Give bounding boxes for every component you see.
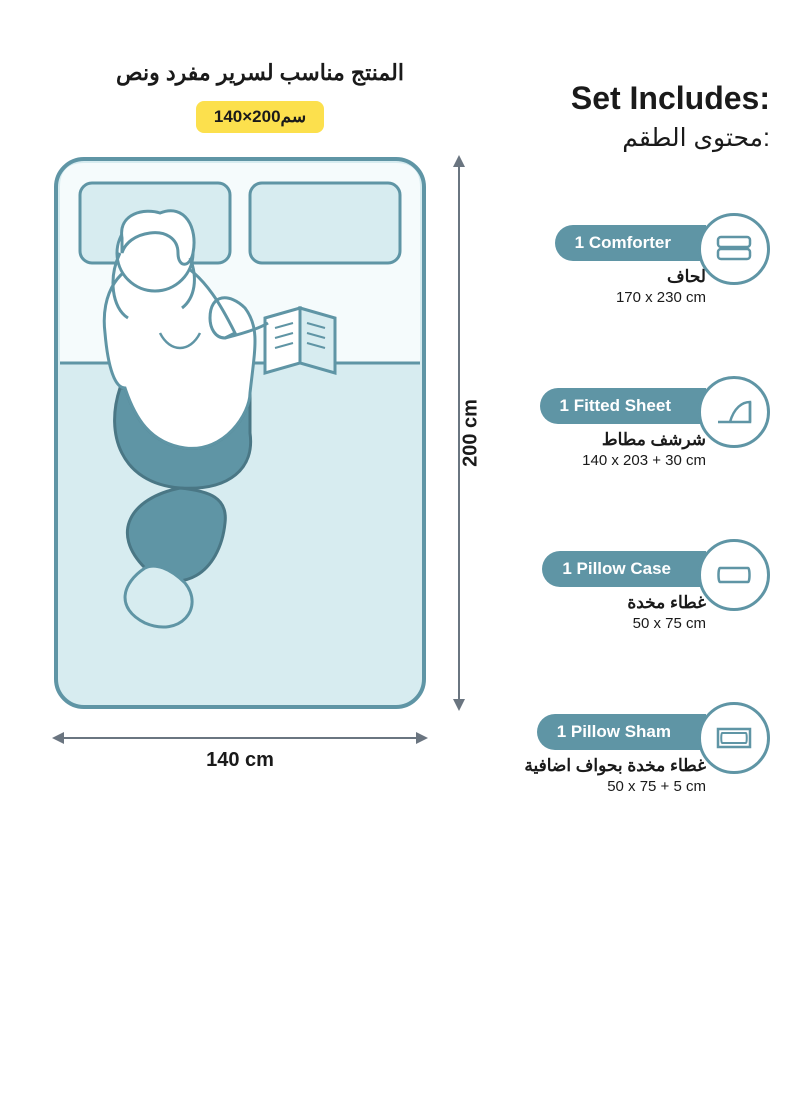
infographic-container: المنتج مناسب لسرير مفرد ونص 140×200سم bbox=[0, 0, 800, 1096]
item-dimension: 50 x 75 + 5 cm bbox=[524, 778, 706, 795]
item-comforter: 1 Comforter لحاف 170 x 230 cm bbox=[500, 213, 770, 306]
pillow-sham-icon bbox=[698, 702, 770, 774]
fitted-sheet-icon bbox=[698, 376, 770, 448]
bed-illustration bbox=[50, 153, 430, 713]
product-title: المنتج مناسب لسرير مفرد ونص bbox=[50, 60, 470, 86]
bed-wrapper: 200 cm 140 cm bbox=[50, 153, 470, 873]
item-pill: 1 Comforter bbox=[555, 225, 706, 261]
item-pill: 1 Pillow Sham bbox=[537, 714, 706, 750]
item-fitted-sheet: 1 Fitted Sheet شرشف مطاط 140 x 203 + 30 … bbox=[500, 376, 770, 469]
bed-diagram-panel: المنتج مناسب لسرير مفرد ونص 140×200سم bbox=[50, 60, 470, 1056]
item-label-ar: لحاف bbox=[555, 267, 706, 287]
item-pill: 1 Pillow Case bbox=[542, 551, 706, 587]
item-pillow-case: 1 Pillow Case غطاء مخدة 50 x 75 cm bbox=[500, 539, 770, 632]
item-label-ar: شرشف مطاط bbox=[540, 430, 706, 450]
width-label: 140 cm bbox=[50, 749, 430, 772]
item-pillow-sham: 1 Pillow Sham غطاء مخدة بحواف اضافية 50 … bbox=[500, 702, 770, 795]
item-dimension: 50 x 75 cm bbox=[542, 615, 706, 632]
item-label-ar: غطاء مخدة bbox=[542, 593, 706, 613]
set-includes-title-en: Set Includes: bbox=[500, 80, 770, 117]
height-label: 200 cm bbox=[460, 399, 483, 467]
width-dimension: 140 cm bbox=[50, 723, 430, 763]
size-badge: 140×200سم bbox=[196, 101, 324, 133]
comforter-icon bbox=[698, 213, 770, 285]
height-dimension: 200 cm bbox=[435, 153, 475, 713]
item-dimension: 140 x 203 + 30 cm bbox=[540, 452, 706, 469]
item-label-ar: غطاء مخدة بحواف اضافية bbox=[524, 756, 706, 776]
item-pill: 1 Fitted Sheet bbox=[540, 388, 706, 424]
set-includes-title-ar: محتوى الطقم: bbox=[500, 123, 770, 153]
item-dimension: 170 x 230 cm bbox=[555, 289, 706, 306]
set-includes-panel: Set Includes: محتوى الطقم: 1 Comforter ل… bbox=[500, 60, 770, 1056]
pillow-case-icon bbox=[698, 539, 770, 611]
